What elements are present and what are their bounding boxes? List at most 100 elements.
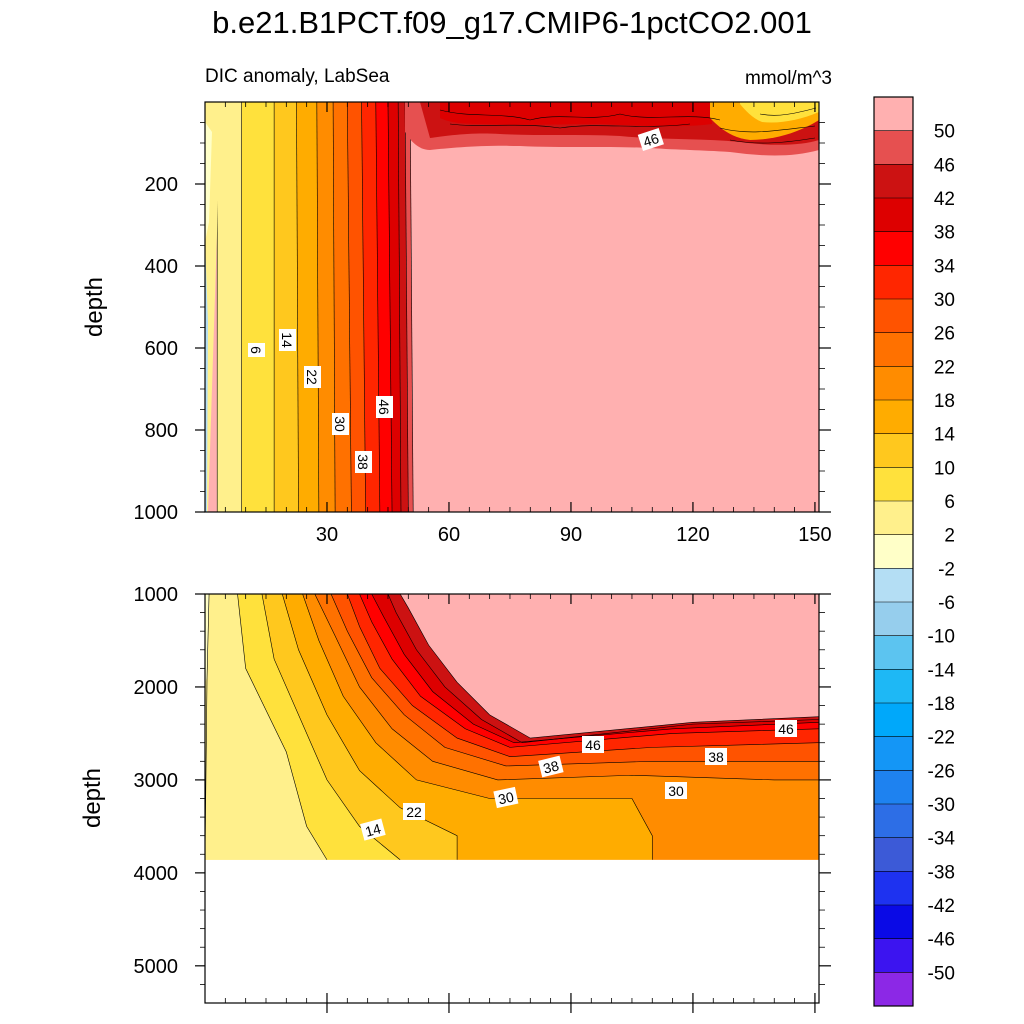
colorbar-label: 10: [934, 458, 955, 479]
contour-label: 46: [775, 720, 797, 737]
colorbar-swatch: [874, 501, 913, 536]
contour-line: [397, 102, 402, 512]
colorbar-label: -34: [928, 829, 956, 850]
colorbar-label: -50: [928, 963, 955, 984]
lower-axes: 1000 2000 3000 4000 5000: [134, 584, 831, 1013]
contour-band: [405, 102, 414, 512]
contour-label: 22: [403, 803, 425, 820]
contour-label-text: 6: [248, 346, 264, 354]
contour-band: [205, 594, 327, 860]
y-tick-label: 1000: [134, 584, 179, 606]
upper-contour-bands: [205, 102, 414, 512]
contour-band: [241, 102, 275, 512]
y-tick-label: 4000: [134, 863, 179, 885]
colorbar-swatch: [874, 972, 913, 1007]
colorbar-label: 22: [934, 357, 955, 378]
x-tick-label: 120: [676, 524, 709, 546]
contour-band: [274, 102, 299, 512]
colorbar-label: 2: [944, 526, 955, 547]
colorbar-swatch: [874, 433, 913, 468]
colorbar-label: -42: [928, 896, 955, 917]
colorbar-swatch: [874, 770, 913, 805]
contour-band: [316, 102, 336, 512]
contour-label-text: 46: [585, 737, 601, 753]
contour-label: 6: [248, 343, 265, 357]
surface-contour: [719, 107, 817, 144]
colorbar-label: 14: [934, 425, 956, 446]
contour-line: [387, 102, 393, 512]
contour-line: [330, 594, 819, 767]
contour-label-text: 38: [708, 749, 724, 765]
colorbar-swatch: [874, 299, 913, 334]
colorbar-frame: [873, 96, 914, 1007]
surface-contour: [439, 109, 721, 129]
contour-line: [316, 102, 320, 512]
colorbar-swatch: [874, 568, 913, 603]
colorbar-label: 26: [934, 324, 955, 345]
colorbar-label: -46: [928, 930, 955, 951]
colorbar-swatch: [874, 231, 913, 266]
negative-anomaly: [205, 242, 208, 512]
contour-label: 46: [582, 736, 604, 753]
y-tick-label: 200: [145, 174, 178, 196]
contour-label: 22: [304, 366, 321, 388]
contour-line: [296, 102, 299, 512]
contour-line: [359, 594, 819, 748]
upper-axes: 30 60 90 120 150 200 400 600 800 1000: [134, 102, 832, 546]
lower-panel: 14 22 30 30 38 38 46 46 1000 2000 3000 4000 5000 de…: [79, 584, 831, 1013]
contour-label: 38: [538, 755, 564, 778]
contour-line: [332, 102, 336, 512]
contour-line: [314, 594, 819, 781]
contour-label: 14: [360, 818, 386, 841]
colorbar-label: 34: [934, 256, 956, 277]
contour-band: [296, 102, 319, 512]
colorbar-swatch: [874, 703, 913, 738]
contour-line: [375, 102, 381, 512]
colorbar-label: -18: [928, 694, 955, 715]
surface-band: [440, 102, 712, 127]
colorbar-swatch: [874, 332, 913, 367]
contour-label: 46: [376, 396, 393, 418]
contour-label-text: 14: [279, 332, 295, 348]
chart-subtitle: DIC anomaly, LabSea: [205, 66, 390, 87]
negative-anomaly: [205, 594, 210, 683]
contour-band: [361, 102, 380, 512]
colorbar-swatch: [874, 467, 913, 502]
contour-band: [333, 102, 352, 512]
contour-label-text: 46: [376, 399, 392, 415]
colorbar-swatch: [874, 736, 913, 771]
y-tick-label: 3000: [134, 770, 179, 792]
colorbar-label: -38: [928, 862, 955, 883]
colorbar-swatch: [874, 602, 913, 637]
contour-label-text: 30: [668, 783, 684, 799]
colorbar-label: 42: [934, 189, 955, 210]
no-data-region: [205, 859, 819, 861]
colorbar-swatch: [874, 366, 913, 401]
y-tick-label: 1000: [134, 502, 179, 524]
contour-label-text: 46: [778, 721, 794, 737]
colorbar-swatch: [874, 534, 913, 569]
colorbar-label: 38: [934, 223, 955, 244]
colorbar-swatch: [874, 97, 913, 132]
contour-label-text: 30: [497, 789, 516, 808]
surface-band: [740, 102, 819, 123]
y-tick-label: 600: [145, 338, 178, 360]
y-tick-label: 400: [145, 256, 178, 278]
colorbar-swatch: [874, 871, 913, 906]
contour-label: 14: [279, 329, 296, 351]
x-tick-label: 150: [798, 524, 831, 546]
colorbar-swatch: [874, 198, 913, 233]
contour-label-text: 38: [355, 454, 371, 470]
x-tick-label: 60: [438, 524, 460, 546]
colorbar-swatch: [874, 837, 913, 872]
colorbar-swatch: [874, 669, 913, 704]
y-tick-label: 5000: [134, 956, 179, 978]
contour-label: 30: [493, 786, 519, 809]
upper-contour-labels: 6 14 22 30 38 46 46: [248, 128, 664, 473]
contour-label-text: 38: [542, 757, 561, 776]
colorbar-label: -2: [938, 559, 955, 580]
contour-label-text: 30: [332, 416, 348, 432]
colorbar-label: 50: [934, 122, 955, 143]
colorbar-label: -6: [938, 593, 955, 614]
colorbar-label: 18: [934, 391, 955, 412]
